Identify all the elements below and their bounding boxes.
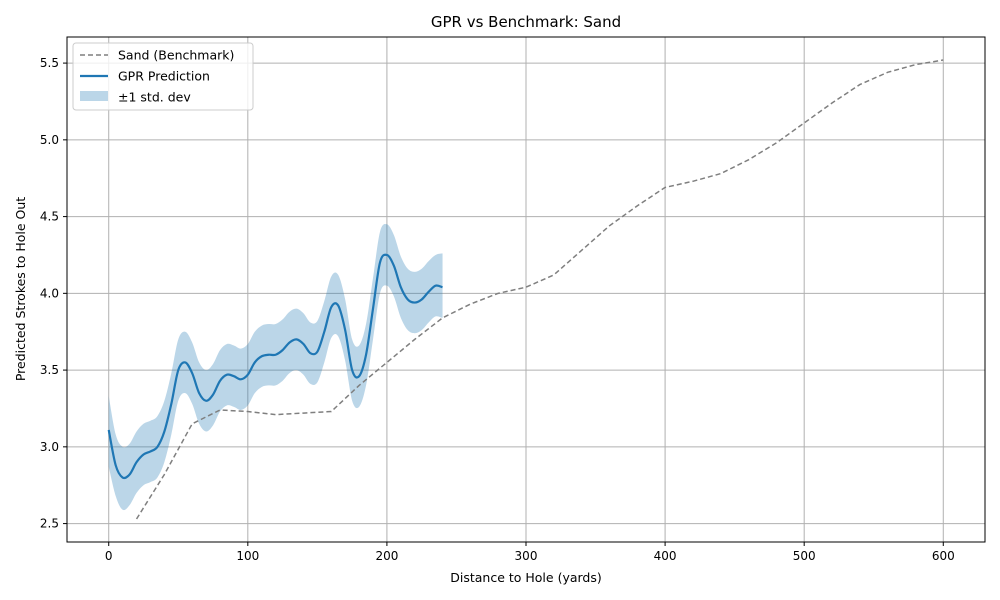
legend-prediction-label: GPR Prediction: [118, 69, 210, 84]
y-tick-label: 3.0: [40, 440, 59, 454]
x-tick-label: 400: [654, 549, 677, 563]
x-tick-label: 100: [236, 549, 259, 563]
x-axis-label: Distance to Hole (yards): [450, 570, 602, 585]
legend-band-label: ±1 std. dev: [118, 90, 191, 105]
legend-benchmark-label: Sand (Benchmark): [118, 48, 234, 63]
y-tick-label: 4.0: [40, 286, 59, 300]
y-tick-label: 5.5: [40, 56, 59, 70]
y-tick-label: 2.5: [40, 517, 59, 531]
legend-band-swatch: [80, 91, 108, 101]
legend: Sand (Benchmark) GPR Prediction ±1 std. …: [73, 43, 253, 110]
y-axis-label: Predicted Strokes to Hole Out: [13, 197, 28, 381]
x-tick-label: 200: [375, 549, 398, 563]
y-tick-label: 5.0: [40, 133, 59, 147]
chart-title: GPR vs Benchmark: Sand: [431, 13, 621, 31]
x-tick-label: 500: [793, 549, 816, 563]
x-tick-label: 600: [932, 549, 955, 563]
x-tick-label: 0: [105, 549, 113, 563]
x-tick-label: 300: [515, 549, 538, 563]
y-tick-label: 3.5: [40, 363, 59, 377]
y-tick-label: 4.5: [40, 210, 59, 224]
